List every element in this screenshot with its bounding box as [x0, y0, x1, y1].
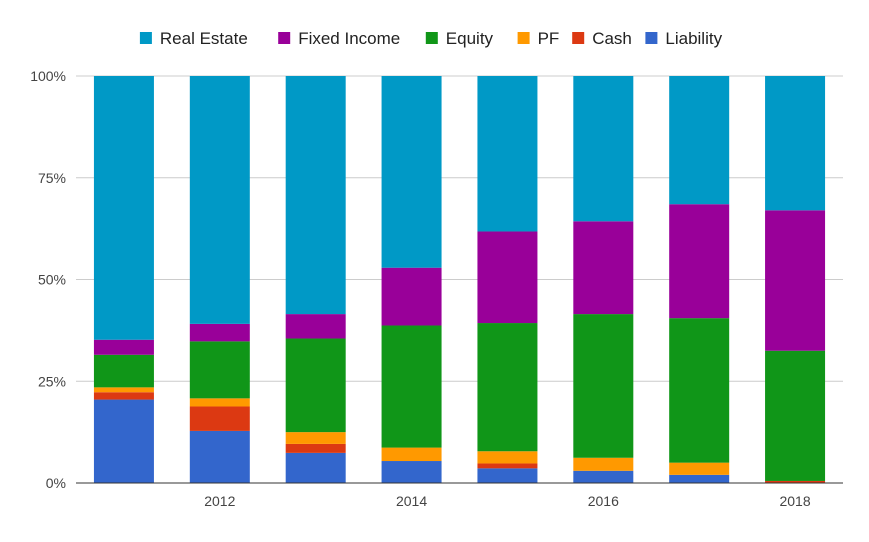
bar-segment-equity-2013[interactable]: [285, 338, 346, 433]
bar-segment-pf-2011[interactable]: [93, 387, 154, 393]
legend-swatch: [425, 32, 438, 44]
bar-segment-cash-2015[interactable]: [477, 463, 538, 469]
bar-segment-pf-2016[interactable]: [573, 457, 634, 471]
bar-segment-real-estate-2012[interactable]: [189, 76, 250, 324]
legend-swatch: [278, 32, 291, 44]
bar-segment-equity-2015[interactable]: [477, 323, 538, 452]
bar-segment-real-estate-2015[interactable]: [477, 76, 538, 232]
legend-label: Real Estate: [160, 29, 248, 48]
bar-segment-cash-2012[interactable]: [189, 406, 250, 431]
bar-segment-fixed-income-2018[interactable]: [765, 210, 826, 351]
bar-segment-liability-2012[interactable]: [189, 430, 250, 483]
bar-segment-equity-2017[interactable]: [669, 318, 730, 463]
bar-segment-real-estate-2014[interactable]: [381, 76, 442, 268]
bar-segment-pf-2014[interactable]: [381, 447, 442, 462]
legend-item-equity[interactable]: Equity: [425, 29, 494, 48]
legend-label: Equity: [446, 29, 494, 48]
bar-segment-pf-2017[interactable]: [669, 462, 730, 475]
legend-swatch: [645, 32, 658, 44]
bar-segment-fixed-income-2016[interactable]: [573, 221, 634, 315]
bar-segment-real-estate-2013[interactable]: [285, 76, 346, 315]
legend-label: PF: [538, 29, 560, 48]
bar-segment-pf-2015[interactable]: [477, 451, 538, 464]
legend-swatch: [517, 32, 530, 44]
legend-swatch: [572, 32, 585, 44]
bar-segment-equity-2016[interactable]: [573, 314, 634, 458]
legend-label: Fixed Income: [298, 29, 400, 48]
y-tick-label: 0%: [46, 475, 66, 491]
bar-segment-pf-2013[interactable]: [285, 432, 346, 444]
bar-segment-cash-2018[interactable]: [765, 480, 826, 483]
x-tick-label: 2018: [779, 493, 810, 509]
bar-segment-equity-2012[interactable]: [189, 341, 250, 399]
legend-item-cash[interactable]: Cash: [572, 29, 632, 48]
bar-segment-real-estate-2011[interactable]: [93, 76, 154, 340]
bar-segment-real-estate-2017[interactable]: [669, 76, 730, 205]
bar-stacks: [93, 76, 826, 483]
legend-item-fixed-income[interactable]: Fixed Income: [278, 29, 400, 48]
bar-segment-equity-2011[interactable]: [93, 354, 154, 388]
bar-segment-equity-2018[interactable]: [765, 350, 826, 481]
legend-item-pf[interactable]: PF: [517, 29, 560, 48]
y-tick-label: 50%: [38, 272, 66, 288]
y-tick-label: 75%: [38, 170, 66, 186]
bar-segment-cash-2013[interactable]: [285, 443, 346, 453]
bar-segment-fixed-income-2015[interactable]: [477, 231, 538, 324]
bar-segment-pf-2012[interactable]: [189, 398, 250, 407]
legend-item-liability[interactable]: Liability: [645, 29, 723, 48]
legend-item-real-estate[interactable]: Real Estate: [139, 29, 248, 48]
bar-segment-liability-2014[interactable]: [381, 461, 442, 483]
x-tick-label: 2012: [204, 493, 235, 509]
bar-segment-liability-2017[interactable]: [669, 474, 730, 483]
bar-segment-liability-2016[interactable]: [573, 470, 634, 483]
bar-segment-liability-2015[interactable]: [477, 468, 538, 483]
bar-segment-cash-2011[interactable]: [93, 392, 154, 400]
bar-segment-liability-2013[interactable]: [285, 452, 346, 483]
legend[interactable]: Real Estate Fixed Income Equity PF Cash Liabi…: [139, 29, 723, 48]
bar-segment-fixed-income-2013[interactable]: [285, 314, 346, 339]
legend-swatch: [139, 32, 152, 44]
legend-label: Cash: [592, 29, 632, 48]
y-tick-label: 25%: [38, 373, 66, 389]
axes: 0% 25% 50% 75% 100% 2012 2014 2016 2018: [30, 68, 843, 509]
y-tick-label: 100%: [30, 68, 66, 84]
bar-segment-fixed-income-2011[interactable]: [93, 339, 154, 355]
bar-segment-equity-2014[interactable]: [381, 325, 442, 448]
bar-segment-fixed-income-2017[interactable]: [669, 204, 730, 319]
bar-segment-liability-2011[interactable]: [93, 399, 154, 483]
x-tick-label: 2016: [588, 493, 619, 509]
bar-segment-real-estate-2018[interactable]: [765, 76, 826, 211]
bar-segment-fixed-income-2014[interactable]: [381, 267, 442, 326]
bar-segment-real-estate-2016[interactable]: [573, 76, 634, 222]
x-tick-label: 2014: [396, 493, 427, 509]
legend-label: Liability: [665, 29, 722, 48]
bar-segment-fixed-income-2012[interactable]: [189, 323, 250, 342]
